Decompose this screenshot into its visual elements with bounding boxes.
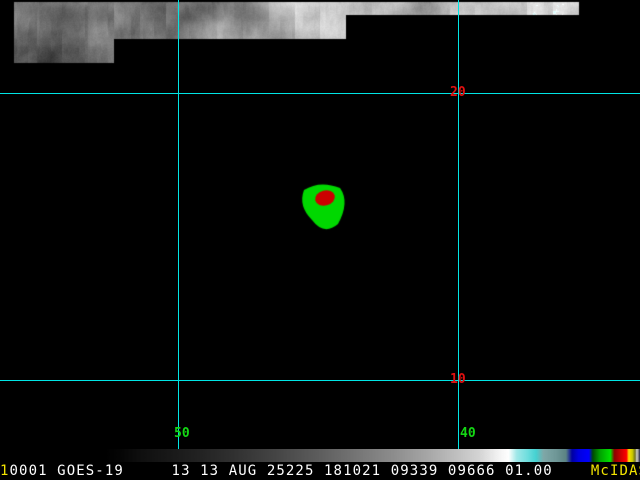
longitude-label-40: 40 xyxy=(460,426,476,441)
status-token: 13 xyxy=(123,463,191,479)
status-token: 13 xyxy=(190,463,220,479)
status-token: 181021 xyxy=(314,463,382,479)
status-token: 1 xyxy=(0,463,10,479)
satellite-image-canvas[interactable] xyxy=(0,0,640,449)
status-text-line: 10001 GOES-19 13 13 AUG 25225 181021 093… xyxy=(0,462,640,480)
latitude-label-10: 10 xyxy=(450,372,466,387)
status-token: AUG xyxy=(219,463,258,479)
colorbar-canvas xyxy=(0,449,640,462)
status-token: McIDAS xyxy=(590,463,640,479)
status-token: 0001 xyxy=(9,463,48,479)
status-token: 01.00 xyxy=(495,463,553,479)
status-token: GOES-19 xyxy=(47,463,124,479)
enhancement-colorbar xyxy=(0,449,640,462)
latitude-label-20: 20 xyxy=(450,85,466,100)
satellite-image-area[interactable]: 20 10 xyxy=(0,0,640,449)
longitude-gridline-40 xyxy=(458,0,459,449)
status-token: 09339 xyxy=(381,463,439,479)
bottom-strip: 10001 GOES-19 13 13 AUG 25225 181021 093… xyxy=(0,449,640,480)
longitude-label-50: 50 xyxy=(174,426,190,441)
status-token: 09666 xyxy=(438,463,496,479)
status-token: 25225 xyxy=(257,463,315,479)
latitude-gridline-20 xyxy=(0,93,640,94)
latitude-gridline-10 xyxy=(0,380,640,381)
status-token xyxy=(553,463,591,479)
longitude-gridline-50 xyxy=(178,0,179,449)
